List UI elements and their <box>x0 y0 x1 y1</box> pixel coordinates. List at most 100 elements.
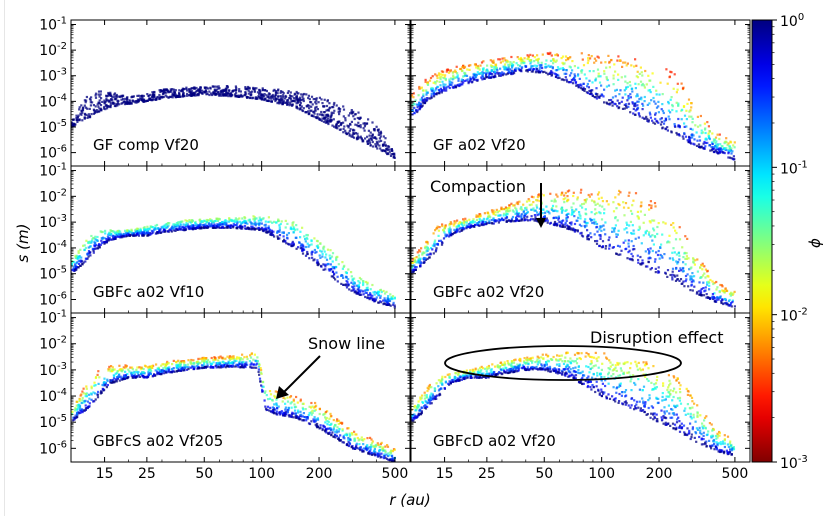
data-point <box>285 95 288 98</box>
data-point <box>308 104 311 107</box>
data-point <box>169 90 172 93</box>
data-point <box>634 105 637 108</box>
data-point <box>605 76 608 79</box>
data-point <box>335 124 338 127</box>
data-point <box>523 217 526 220</box>
data-point <box>358 281 361 284</box>
data-point <box>320 119 323 122</box>
data-point <box>574 80 578 84</box>
data-point <box>357 280 360 283</box>
data-point <box>518 215 521 218</box>
data-point <box>314 109 317 112</box>
data-point <box>214 93 217 96</box>
data-point <box>272 95 275 98</box>
data-point <box>570 213 573 216</box>
data-point <box>675 101 678 104</box>
data-point <box>375 145 378 148</box>
data-point <box>418 85 421 89</box>
data-point <box>103 105 106 109</box>
data-point <box>322 114 325 117</box>
data-point <box>501 57 504 60</box>
data-point <box>243 362 246 365</box>
data-point <box>435 227 438 230</box>
data-point <box>683 285 686 288</box>
data-point <box>281 103 284 106</box>
data-point <box>430 92 433 95</box>
data-point <box>447 71 451 74</box>
data-point <box>595 87 598 90</box>
data-point <box>430 247 433 250</box>
data-point <box>726 144 729 147</box>
data-point <box>587 86 590 89</box>
data-point <box>677 125 680 128</box>
data-point <box>370 138 374 141</box>
data-point <box>298 100 301 103</box>
data-point <box>95 111 99 114</box>
data-point <box>424 257 427 260</box>
data-point <box>686 273 689 276</box>
data-point <box>672 87 675 90</box>
data-point <box>278 234 282 237</box>
data-point <box>374 136 377 139</box>
data-point <box>108 231 111 234</box>
data-point <box>649 221 652 224</box>
data-point <box>258 216 261 219</box>
data-point <box>554 60 557 63</box>
data-point <box>527 198 530 201</box>
data-point <box>340 274 343 277</box>
data-point <box>71 262 73 265</box>
data-point <box>230 218 233 221</box>
data-point <box>147 94 150 97</box>
data-point <box>321 255 324 258</box>
data-point <box>89 99 92 102</box>
data-point <box>253 218 256 221</box>
data-point <box>469 224 472 227</box>
data-point <box>329 116 332 119</box>
data-point <box>106 107 109 110</box>
data-point <box>97 93 100 96</box>
data-point <box>347 284 350 287</box>
data-point <box>355 292 358 295</box>
data-point <box>287 243 290 246</box>
data-point <box>156 95 159 99</box>
data-point <box>210 224 213 227</box>
data-point <box>81 119 84 122</box>
data-point <box>468 218 471 221</box>
data-point <box>593 218 596 221</box>
data-point <box>465 227 468 230</box>
data-point <box>419 106 422 109</box>
data-point <box>213 88 216 91</box>
data-point <box>525 208 528 211</box>
data-point <box>286 222 289 225</box>
data-point <box>417 94 420 97</box>
data-point <box>568 227 571 230</box>
data-point <box>473 63 477 66</box>
data-point <box>411 268 414 272</box>
data-point <box>499 61 502 64</box>
data-point <box>563 62 566 65</box>
data-point <box>476 215 480 218</box>
data-point <box>434 229 437 232</box>
data-point <box>573 76 576 79</box>
data-point <box>537 193 541 196</box>
data-point <box>324 256 327 259</box>
data-point <box>168 222 171 225</box>
data-point <box>534 216 537 219</box>
data-point <box>250 225 253 228</box>
data-point <box>603 228 606 231</box>
data-point <box>105 240 108 243</box>
data-point <box>321 117 324 120</box>
data-point <box>493 66 496 69</box>
data-point <box>331 106 334 109</box>
data-point <box>677 102 680 105</box>
data-point <box>603 88 606 91</box>
data-point <box>250 94 253 97</box>
data-point <box>716 148 719 151</box>
data-point <box>480 61 484 64</box>
data-point <box>676 262 679 265</box>
data-point <box>370 297 373 300</box>
data-point <box>92 251 95 254</box>
data-point <box>646 103 649 106</box>
data-point <box>359 291 362 294</box>
data-point <box>472 75 475 78</box>
